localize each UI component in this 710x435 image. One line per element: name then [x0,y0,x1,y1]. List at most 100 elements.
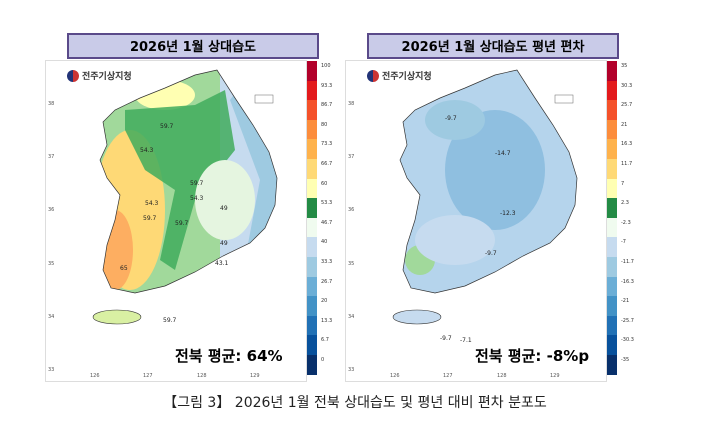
legend-entry: 2.3 [607,198,645,218]
legend-label: -25.7 [621,317,634,324]
legend-entry: 53.3 [307,198,345,218]
legend-entry: -35 [607,354,645,375]
legend-swatch [607,276,617,297]
legend-swatch [607,119,617,140]
contour-label: -14.7 [495,150,511,157]
y-tick: 38 [48,101,55,107]
contour-label: 49 [220,240,228,247]
legend-swatch [307,61,317,81]
humidity-map: 59.7 54.3 59.7 54.3 49 59.7 54.3 59.7 49 43.1 65 59… [92,69,278,325]
legend-entry: 20 [307,296,345,316]
x-tick: 126 [390,373,400,379]
y-tick: 36 [48,207,55,213]
contour-label: 65 [120,265,128,272]
legend-swatch [607,335,617,355]
legend-swatch [607,139,617,159]
legend-label: -11.7 [621,258,634,265]
legend-label: 40 [321,239,328,246]
legend-swatch [307,296,317,316]
legend-label: 30.3 [621,82,633,89]
legend-entry: 30.3 [607,80,645,101]
legend-entry: -30.3 [607,335,645,355]
contour-label: -7.1 [460,337,472,344]
legend-label: 100 [321,63,331,69]
legend-entry: 60 [307,178,345,199]
contour-label: -9.7 [445,115,457,122]
legend-swatch [307,276,317,297]
legend-swatch [607,198,617,218]
legend-entry: -2.3 [607,217,645,238]
humidity-map-panel: 59.7 54.3 59.7 54.3 49 59.7 54.3 59.7 49 43.1 65 59… [45,33,335,382]
contour-label: -9.7 [440,335,452,342]
legend-label: 60 [321,180,328,187]
contour-label: 49 [220,205,228,212]
legend-label: -7 [621,239,626,246]
legend-label: 80 [321,121,328,128]
legend-label: 0 [321,356,325,363]
map-title: 2026년 1월 상대습도 평년 편차 [367,33,619,59]
legend-entry: 40 [307,237,345,257]
legend-entry: 7 [607,178,645,199]
legend-swatch [607,315,617,336]
contour-label: 54.3 [190,195,204,202]
contour-label: 59.7 [175,220,189,227]
legend-swatch [307,119,317,140]
y-tick: 33 [48,367,55,373]
color-legend: 35 30.3 25.7 21 16.3 11.7 7 2.3 -2.3 -7 -11.7 -16.3… [607,61,645,375]
x-tick: 127 [143,373,153,379]
legend-entry: 66.7 [307,158,345,179]
legend-swatch [307,178,317,199]
y-tick: 37 [348,154,355,160]
legend-label: 2.3 [621,200,629,207]
legend-swatch [307,354,317,375]
legend-label: 25.7 [621,102,633,109]
legend-label: 13.3 [321,317,333,324]
legend-label: 86.7 [321,102,333,109]
legend-entry: 26.7 [307,276,345,297]
contour-label: 54.3 [140,147,154,154]
kma-logo: 전주기상지청 [67,69,132,82]
contour-label: 43.1 [215,260,229,267]
legend-entry: 16.3 [607,139,645,159]
legend-label: -21 [621,298,630,305]
legend-swatch [607,237,617,257]
legend-entry: 11.7 [607,158,645,179]
deviation-map: -14.7 -9.7 -12.3 -9.7 -9.7 -7.1 [392,69,578,344]
legend-entry: 73.3 [307,139,345,159]
legend-label: -30.3 [621,337,634,344]
x-tick: 127 [443,373,453,379]
legend-entry: 46.7 [307,217,345,238]
legend-entry: 86.7 [307,100,345,120]
legend-label: 73.3 [321,141,333,148]
legend-swatch [607,256,617,277]
contour-label: 59.7 [143,215,157,222]
legend-entry: 0 [307,354,345,375]
legend-label: -2.3 [621,219,631,226]
legend-swatch [307,335,317,355]
legend-label: 21 [621,121,628,128]
legend-swatch [607,296,617,316]
legend-label: -16.3 [621,278,634,285]
y-tick: 37 [48,154,55,160]
legend-swatch [307,217,317,238]
legend-swatch [307,158,317,179]
legend-label: 20 [321,298,328,305]
y-tick: 34 [348,314,355,320]
color-legend: 100 93.3 86.7 80 73.3 66.7 60 53.3 46.7 40 33.3 26.… [307,61,345,375]
y-tick: 34 [48,314,55,320]
average-label: 전북 평균: 64% [175,347,283,365]
map-title: 2026년 1월 상대습도 [67,33,319,59]
legend-entry: 93.3 [307,80,345,101]
legend-entry: 35 [607,61,645,81]
legend-swatch [307,237,317,257]
contour-label: 59.7 [190,180,204,187]
legend-entry: -11.7 [607,256,645,277]
x-tick: 128 [497,373,507,379]
contour-label: -12.3 [500,210,516,217]
legend-label: 46.7 [321,219,333,226]
legend-swatch [307,198,317,218]
legend-entry: -25.7 [607,315,645,336]
legend-entry: -21 [607,296,645,316]
legend-label: 6.7 [321,337,329,344]
deviation-map-panel: -14.7 -9.7 -12.3 -9.7 -9.7 -7.1 2026년 1월 상대습도… [345,33,635,382]
